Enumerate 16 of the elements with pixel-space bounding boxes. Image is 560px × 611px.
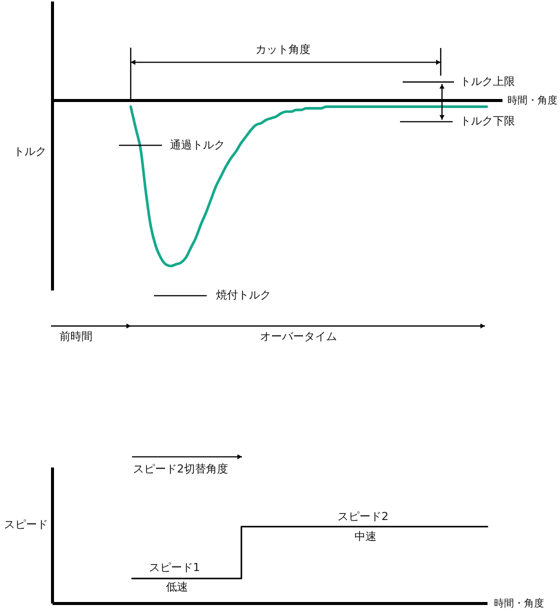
text: オーバータイム (260, 330, 337, 343)
y-axis-title: スピード (4, 518, 48, 532)
annotation: トルク下限 (460, 114, 515, 128)
text: トルク上限 (460, 75, 515, 88)
y-axis-title: トルク (14, 145, 46, 158)
x-axis-title: 時間・角度 (494, 598, 544, 610)
text: 焼付トルク (216, 288, 271, 302)
text: 前時間 (60, 330, 92, 343)
x-axis-title: 時間・角度 (508, 94, 558, 106)
annotation: スピード1 (149, 560, 200, 574)
annotation: 通過トルク (170, 138, 225, 152)
text: カット角度 (256, 43, 310, 56)
annotation: 低速 (166, 580, 188, 594)
annotation: 中速 (354, 530, 376, 543)
text: スピード2切替角度 (133, 462, 228, 476)
text: スピード2 (338, 510, 388, 523)
